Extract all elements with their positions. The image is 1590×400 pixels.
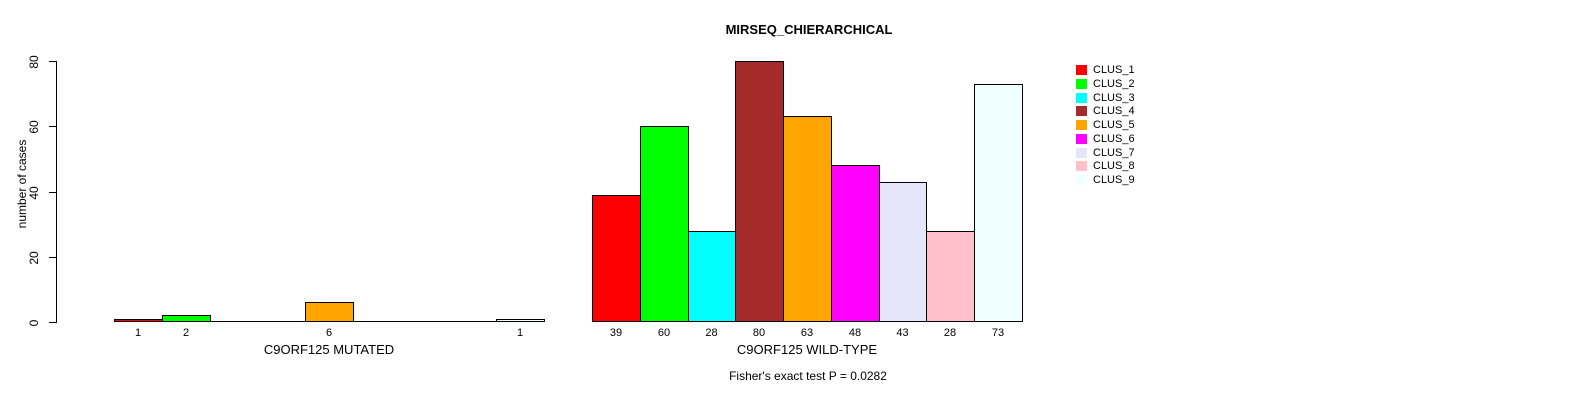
bar-value-label: 60: [657, 327, 671, 339]
legend-swatch-icon: [1076, 134, 1087, 144]
legend-row: CLUS_1: [1076, 64, 1135, 76]
bar-value-label: 39: [609, 327, 623, 339]
bar-value-label: 1: [516, 327, 524, 339]
legend-row: CLUS_6: [1076, 133, 1135, 145]
group-label-mutated: C9ORF125 MUTATED: [263, 342, 395, 357]
y-tick-mark: [49, 126, 56, 127]
bar-value-label: 48: [848, 327, 862, 339]
legend-swatch-icon: [1076, 175, 1087, 185]
bar-clus_5: [783, 116, 832, 322]
legend-row: CLUS_3: [1076, 92, 1135, 104]
y-tick-mark: [49, 322, 56, 323]
y-axis-label: number of cases: [15, 139, 29, 229]
legend-swatch-icon: [1076, 93, 1087, 103]
bar-value-label: 63: [800, 327, 814, 339]
bar-clus_9: [496, 319, 545, 322]
y-tick-mark: [49, 257, 56, 258]
legend-swatch-icon: [1076, 148, 1087, 158]
legend-label: CLUS_9: [1093, 174, 1135, 186]
legend-swatch-icon: [1076, 106, 1087, 116]
legend-label: CLUS_3: [1093, 92, 1135, 104]
legend-label: CLUS_1: [1093, 64, 1135, 76]
bar-value-label: 2: [182, 327, 190, 339]
y-tick-label: 40: [27, 186, 41, 200]
bar-clus_8: [926, 231, 975, 322]
group-label-wildtype: C9ORF125 WILD-TYPE: [736, 342, 878, 357]
legend-swatch-icon: [1076, 79, 1087, 89]
bar-clus_2: [162, 315, 211, 322]
bar-value-label: 73: [991, 327, 1005, 339]
bar-clus_5: [305, 302, 354, 322]
bar-value-label: 80: [752, 327, 766, 339]
y-tick-mark: [49, 61, 56, 62]
bar-value-label: 28: [705, 327, 718, 339]
y-axis-line: [56, 61, 57, 323]
bar-value-label: 1: [134, 327, 142, 339]
chart-title: MIRSEQ_CHIERARCHICAL: [725, 22, 893, 37]
legend-label: CLUS_2: [1093, 78, 1135, 90]
bar-clus_9: [974, 84, 1023, 322]
legend-swatch-icon: [1076, 65, 1087, 75]
y-tick-mark: [49, 192, 56, 193]
bar-clus_2: [640, 126, 689, 322]
bar-clus_1: [114, 319, 163, 322]
legend-row: CLUS_5: [1076, 119, 1135, 131]
legend-row: CLUS_8: [1076, 160, 1135, 172]
y-tick-label: 60: [27, 120, 41, 134]
bar-clus_4: [735, 61, 784, 322]
bar-clus_3: [688, 231, 736, 322]
bar-clus_6: [831, 165, 880, 322]
legend-label: CLUS_6: [1093, 133, 1135, 145]
bar-value-label: 43: [896, 327, 909, 339]
y-tick-label: 20: [27, 251, 41, 265]
y-tick-label: 80: [27, 55, 41, 69]
legend-swatch-icon: [1076, 120, 1087, 130]
legend-label: CLUS_7: [1093, 147, 1135, 159]
legend-row: CLUS_9: [1076, 174, 1135, 186]
legend-row: CLUS_4: [1076, 105, 1135, 117]
legend-row: CLUS_7: [1076, 147, 1135, 159]
legend-label: CLUS_5: [1093, 119, 1135, 131]
bar-clus_1: [592, 195, 641, 322]
bar-value-label: 6: [325, 327, 333, 339]
legend-label: CLUS_4: [1093, 105, 1135, 117]
legend-row: CLUS_2: [1076, 78, 1135, 90]
legend-swatch-icon: [1076, 161, 1087, 171]
bar-value-label: 28: [943, 327, 957, 339]
bar-clus_7: [879, 182, 927, 322]
fisher-test-annotation: Fisher's exact test P = 0.0282: [729, 369, 887, 383]
y-tick-label: 0: [27, 319, 41, 327]
legend-label: CLUS_8: [1093, 160, 1135, 172]
